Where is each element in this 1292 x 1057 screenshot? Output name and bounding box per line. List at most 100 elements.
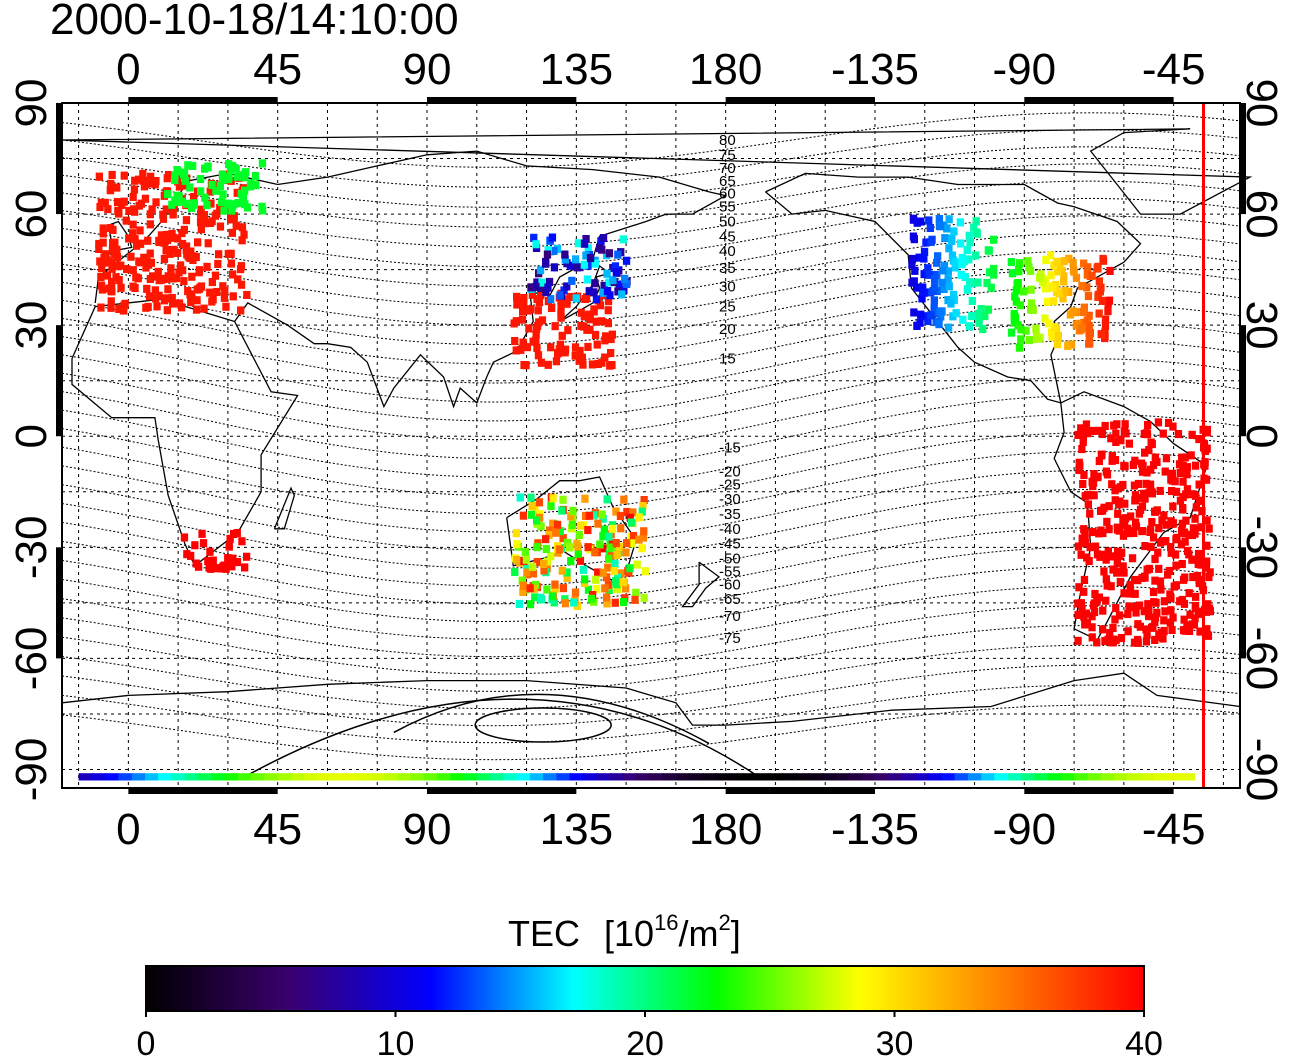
tec-cell xyxy=(557,313,565,322)
tec-cell xyxy=(1108,480,1116,489)
tec-cell xyxy=(1176,496,1185,505)
tec-cell xyxy=(1181,537,1189,546)
tec-cell-antarctic xyxy=(410,773,425,781)
tec-cell xyxy=(1169,613,1177,622)
tec-cell xyxy=(200,211,208,220)
tec-cell xyxy=(1112,429,1120,438)
tec-cell xyxy=(145,179,153,188)
tec-cell xyxy=(518,576,526,585)
tec-cell xyxy=(945,244,953,253)
tec-cell xyxy=(639,502,647,511)
tec-cell xyxy=(182,242,191,251)
tec-cell xyxy=(1150,598,1158,607)
tec-cell xyxy=(1120,589,1128,598)
tec-cell xyxy=(169,233,177,242)
tec-cell xyxy=(217,197,226,206)
tec-cell xyxy=(533,324,541,333)
tec-cell xyxy=(544,283,552,292)
tec-cell xyxy=(204,557,212,566)
contour-label: 45 xyxy=(719,228,736,245)
tec-cell xyxy=(1080,471,1088,480)
tec-cell xyxy=(179,266,187,275)
tec-cell-antarctic xyxy=(1100,773,1116,781)
tec-cell xyxy=(575,356,583,365)
tec-cell xyxy=(604,563,612,572)
tec-cell xyxy=(965,322,974,331)
tec-cell-antarctic xyxy=(821,773,837,781)
tec-cell xyxy=(559,495,567,504)
tec-cell xyxy=(1176,468,1184,477)
tec-cell xyxy=(216,181,224,190)
tec-cell xyxy=(612,268,620,277)
tec-cell xyxy=(1016,259,1024,268)
tec-cell xyxy=(925,216,933,225)
tec-cell xyxy=(1072,273,1081,282)
tec-cell xyxy=(605,249,614,258)
tec-cell xyxy=(153,302,161,311)
tec-cell xyxy=(591,330,600,339)
tec-cell xyxy=(933,258,941,267)
tec-cell-antarctic xyxy=(1087,773,1102,781)
tec-cell xyxy=(640,527,648,536)
tec-cell xyxy=(567,557,575,566)
tec-cell xyxy=(1185,550,1193,559)
tec-cell xyxy=(934,252,942,261)
tec-cell xyxy=(97,281,106,290)
tec-cell xyxy=(908,254,917,263)
tec-cell-antarctic xyxy=(476,773,492,781)
frame-bar-right xyxy=(1240,103,1246,215)
tec-cell xyxy=(1116,577,1124,586)
tec-cell xyxy=(144,302,152,311)
tec-cell xyxy=(626,513,634,522)
tec-cell xyxy=(580,239,589,248)
tec-cell xyxy=(1183,463,1191,472)
tec-cell xyxy=(1075,465,1083,474)
colorbar xyxy=(145,965,1145,1012)
tec-cell xyxy=(117,283,125,292)
tec-cell xyxy=(639,533,647,542)
tec-cell xyxy=(605,278,613,287)
tec-cell xyxy=(1143,430,1152,439)
tec-cell xyxy=(1113,420,1121,429)
tec-cell xyxy=(1113,567,1121,576)
tec-cell xyxy=(1111,486,1119,495)
tec-cell xyxy=(1137,459,1146,468)
tec-cell xyxy=(142,263,150,272)
tec-cell xyxy=(1158,516,1166,525)
tec-cell xyxy=(538,278,546,287)
tec-cell xyxy=(984,246,992,255)
tec-cell xyxy=(1189,573,1197,582)
tec-cell xyxy=(956,218,964,227)
figure-title: 2000-10-18/14:10:00 xyxy=(50,0,459,44)
tec-cell xyxy=(1115,611,1124,620)
tec-cell xyxy=(123,265,131,274)
tec-cell xyxy=(623,507,631,516)
tec-cell xyxy=(611,598,619,607)
tec-cell xyxy=(523,568,531,577)
tec-cell xyxy=(1083,270,1091,279)
tec-cell xyxy=(1056,262,1064,271)
tec-cell xyxy=(974,278,982,287)
lat-tick-left: -60 xyxy=(7,627,56,691)
map-frame xyxy=(61,102,1241,789)
tec-cell xyxy=(1079,480,1087,489)
frame-bar-bottom xyxy=(128,788,278,794)
colorbar-label-suffix: ] xyxy=(731,913,741,954)
tec-cell xyxy=(1119,515,1127,524)
tec-cell xyxy=(241,563,249,572)
contour-line xyxy=(61,376,1241,459)
tec-cell xyxy=(1142,625,1150,634)
tec-cell xyxy=(1099,254,1107,263)
tec-cell xyxy=(614,287,622,296)
lat-tick-left: 0 xyxy=(7,424,56,448)
tec-cell-antarctic xyxy=(543,773,558,781)
tec-cell xyxy=(579,360,587,369)
tec-cell xyxy=(246,182,255,191)
tec-cell xyxy=(922,238,930,247)
tec-cell-antarctic xyxy=(742,773,757,781)
tec-cell xyxy=(153,272,161,281)
tec-cell xyxy=(557,301,565,310)
tec-cell xyxy=(208,278,216,287)
tec-cell xyxy=(243,552,251,561)
